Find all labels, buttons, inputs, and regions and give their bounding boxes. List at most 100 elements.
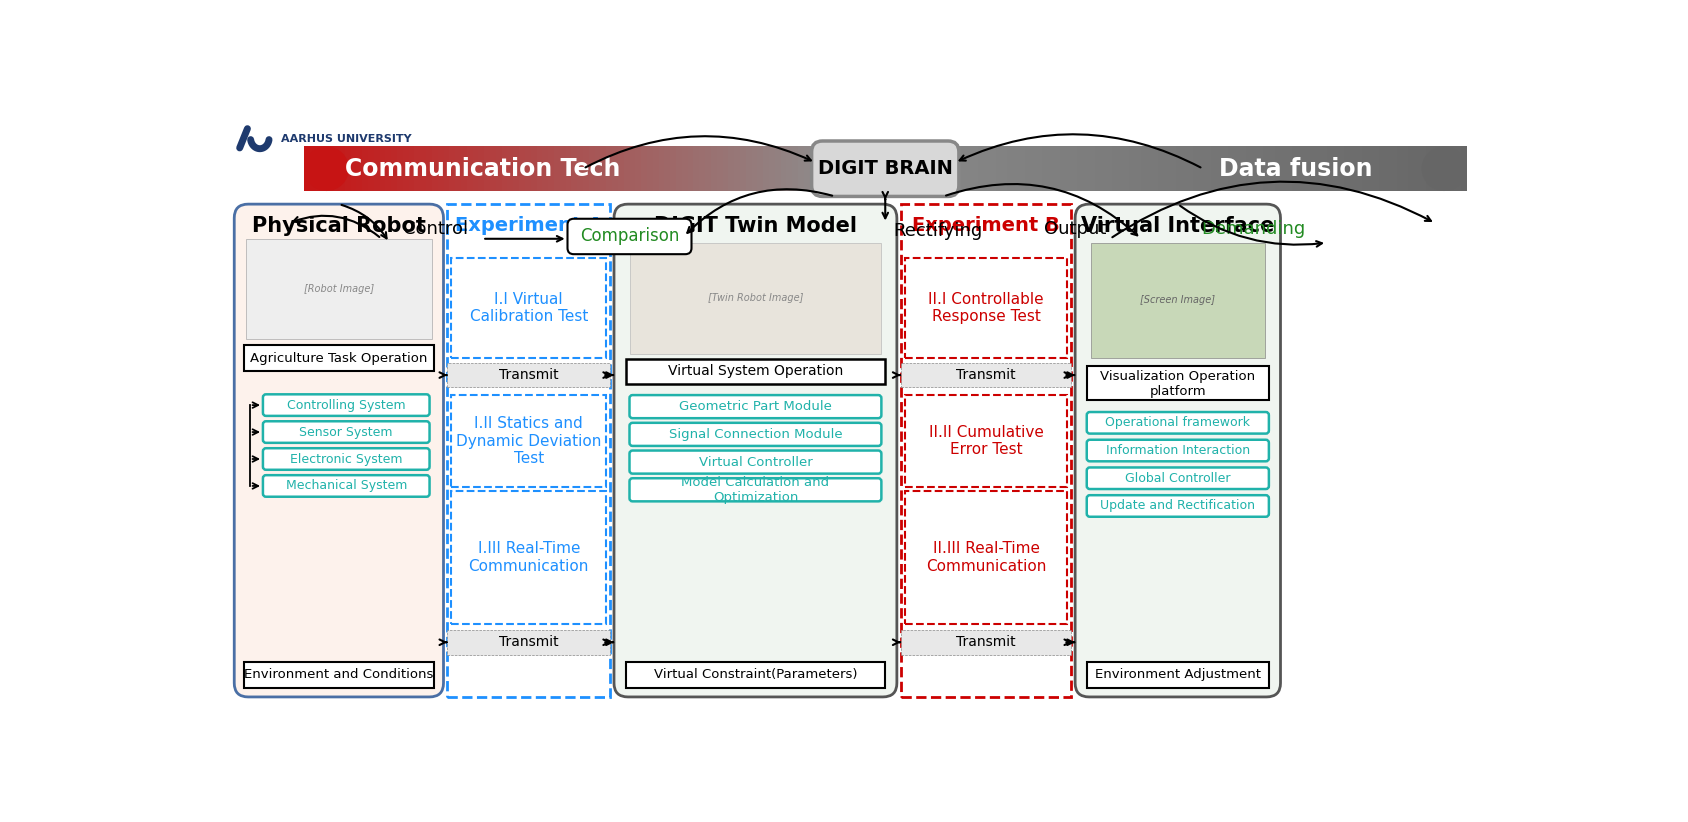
Bar	[1234, 146, 1241, 191]
Bar	[1165, 146, 1171, 191]
Bar	[1077, 146, 1084, 191]
Bar	[932, 146, 939, 191]
Text: Model Calculation and
Optimization: Model Calculation and Optimization	[682, 476, 829, 504]
Bar	[1217, 146, 1224, 191]
Bar	[682, 146, 689, 191]
Bar	[967, 146, 974, 191]
Bar	[908, 146, 915, 191]
Bar	[589, 146, 596, 191]
Bar	[1041, 146, 1048, 191]
Bar	[449, 146, 456, 191]
Text: [Screen Image]: [Screen Image]	[1141, 295, 1215, 306]
Bar	[1258, 146, 1264, 191]
Text: Information Interaction: Information Interaction	[1106, 444, 1249, 457]
Ellipse shape	[1421, 146, 1467, 191]
Bar	[675, 146, 682, 191]
Bar	[1198, 146, 1205, 191]
Bar	[770, 146, 775, 191]
Bar	[822, 146, 827, 191]
Bar	[647, 146, 653, 191]
Bar	[1146, 146, 1153, 191]
Bar	[601, 146, 608, 191]
Text: Virtual System Operation: Virtual System Operation	[668, 364, 842, 378]
Bar	[1112, 146, 1119, 191]
Bar	[1222, 146, 1229, 191]
Text: I.III Real-Time
Communication: I.III Real-Time Communication	[469, 542, 589, 574]
Bar	[630, 146, 636, 191]
Text: Controlling System: Controlling System	[287, 399, 405, 412]
Bar	[927, 146, 932, 191]
FancyBboxPatch shape	[263, 395, 429, 416]
Bar	[1310, 146, 1317, 191]
Bar	[905, 395, 1067, 487]
Bar	[798, 146, 805, 191]
Bar	[1117, 146, 1124, 191]
Bar	[565, 146, 572, 191]
Bar	[1020, 146, 1026, 191]
Bar	[665, 146, 670, 191]
Bar	[623, 146, 630, 191]
Bar	[537, 146, 544, 191]
Bar	[960, 146, 967, 191]
Bar	[1177, 146, 1183, 191]
Bar	[949, 146, 955, 191]
Bar	[1060, 146, 1067, 191]
Bar	[901, 204, 1072, 697]
Bar	[780, 146, 787, 191]
Bar	[856, 146, 863, 191]
Bar	[1229, 146, 1236, 191]
Bar	[1362, 146, 1369, 191]
Bar	[582, 146, 589, 191]
Bar	[803, 146, 810, 191]
Text: Environment and Conditions: Environment and Conditions	[245, 668, 434, 681]
FancyBboxPatch shape	[263, 448, 429, 470]
Bar	[513, 146, 520, 191]
Bar	[1303, 146, 1310, 191]
Bar	[1426, 146, 1433, 191]
Bar	[630, 242, 881, 354]
Text: Experiment B: Experiment B	[912, 216, 1060, 235]
Bar	[1415, 146, 1421, 191]
Bar	[653, 146, 660, 191]
Bar	[1322, 146, 1328, 191]
Bar	[473, 146, 479, 191]
Bar	[327, 146, 334, 191]
FancyBboxPatch shape	[1087, 495, 1269, 517]
Text: Electronic System: Electronic System	[290, 452, 402, 465]
FancyBboxPatch shape	[630, 423, 881, 446]
Bar	[437, 146, 444, 191]
Bar	[618, 146, 625, 191]
Bar	[687, 146, 694, 191]
FancyBboxPatch shape	[812, 141, 959, 196]
Bar	[351, 146, 358, 191]
FancyBboxPatch shape	[263, 421, 429, 443]
Bar	[874, 146, 879, 191]
Bar	[246, 238, 432, 339]
Text: Environment Adjustment: Environment Adjustment	[1096, 668, 1261, 681]
Bar	[496, 146, 503, 191]
Bar	[1327, 146, 1334, 191]
Text: Data fusion: Data fusion	[1219, 157, 1372, 181]
Bar	[641, 146, 648, 191]
Bar	[1090, 242, 1264, 358]
Bar	[447, 363, 609, 387]
Bar	[321, 146, 327, 191]
Text: Global Controller: Global Controller	[1126, 472, 1231, 485]
Bar	[658, 146, 665, 191]
Bar	[1084, 146, 1089, 191]
Bar	[944, 146, 950, 191]
Bar	[815, 146, 822, 191]
Bar	[356, 146, 363, 191]
Bar	[613, 146, 618, 191]
Bar	[1187, 146, 1193, 191]
Bar	[1344, 146, 1350, 191]
Bar	[1286, 146, 1293, 191]
Text: Control: Control	[403, 219, 468, 238]
FancyBboxPatch shape	[567, 219, 692, 254]
Text: Transmit: Transmit	[955, 368, 1016, 382]
Bar	[896, 146, 903, 191]
Bar	[891, 146, 898, 191]
Bar	[368, 146, 375, 191]
Bar	[373, 146, 380, 191]
Bar	[839, 146, 846, 191]
